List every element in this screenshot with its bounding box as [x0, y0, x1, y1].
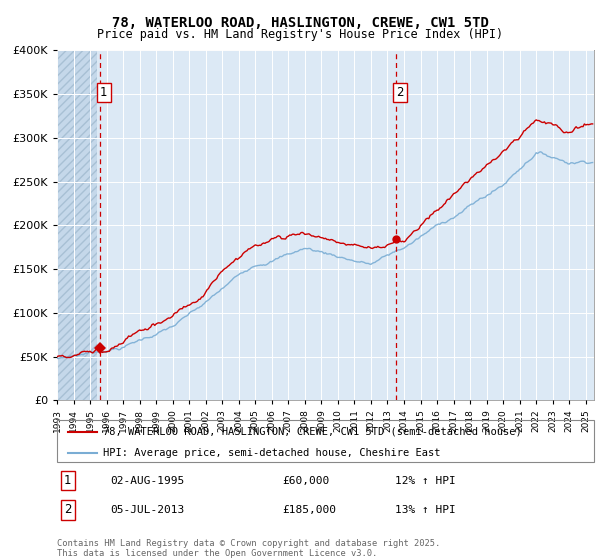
Text: Contains HM Land Registry data © Crown copyright and database right 2025.
This d: Contains HM Land Registry data © Crown c…: [57, 539, 440, 558]
Text: £60,000: £60,000: [283, 475, 330, 486]
Text: 2: 2: [396, 86, 404, 99]
Text: 13% ↑ HPI: 13% ↑ HPI: [395, 505, 456, 515]
Text: 78, WATERLOO ROAD, HASLINGTON, CREWE, CW1 5TD: 78, WATERLOO ROAD, HASLINGTON, CREWE, CW…: [112, 16, 488, 30]
Text: HPI: Average price, semi-detached house, Cheshire East: HPI: Average price, semi-detached house,…: [103, 448, 440, 458]
Text: Price paid vs. HM Land Registry's House Price Index (HPI): Price paid vs. HM Land Registry's House …: [97, 28, 503, 41]
Text: 2: 2: [64, 503, 71, 516]
Text: 1: 1: [64, 474, 71, 487]
Text: 02-AUG-1995: 02-AUG-1995: [111, 475, 185, 486]
Text: 78, WATERLOO ROAD, HASLINGTON, CREWE, CW1 5TD (semi-detached house): 78, WATERLOO ROAD, HASLINGTON, CREWE, CW…: [103, 427, 521, 437]
Bar: [57, 50, 97, 400]
Text: 1: 1: [100, 86, 107, 99]
Text: £185,000: £185,000: [283, 505, 337, 515]
Text: 05-JUL-2013: 05-JUL-2013: [111, 505, 185, 515]
Text: 12% ↑ HPI: 12% ↑ HPI: [395, 475, 456, 486]
